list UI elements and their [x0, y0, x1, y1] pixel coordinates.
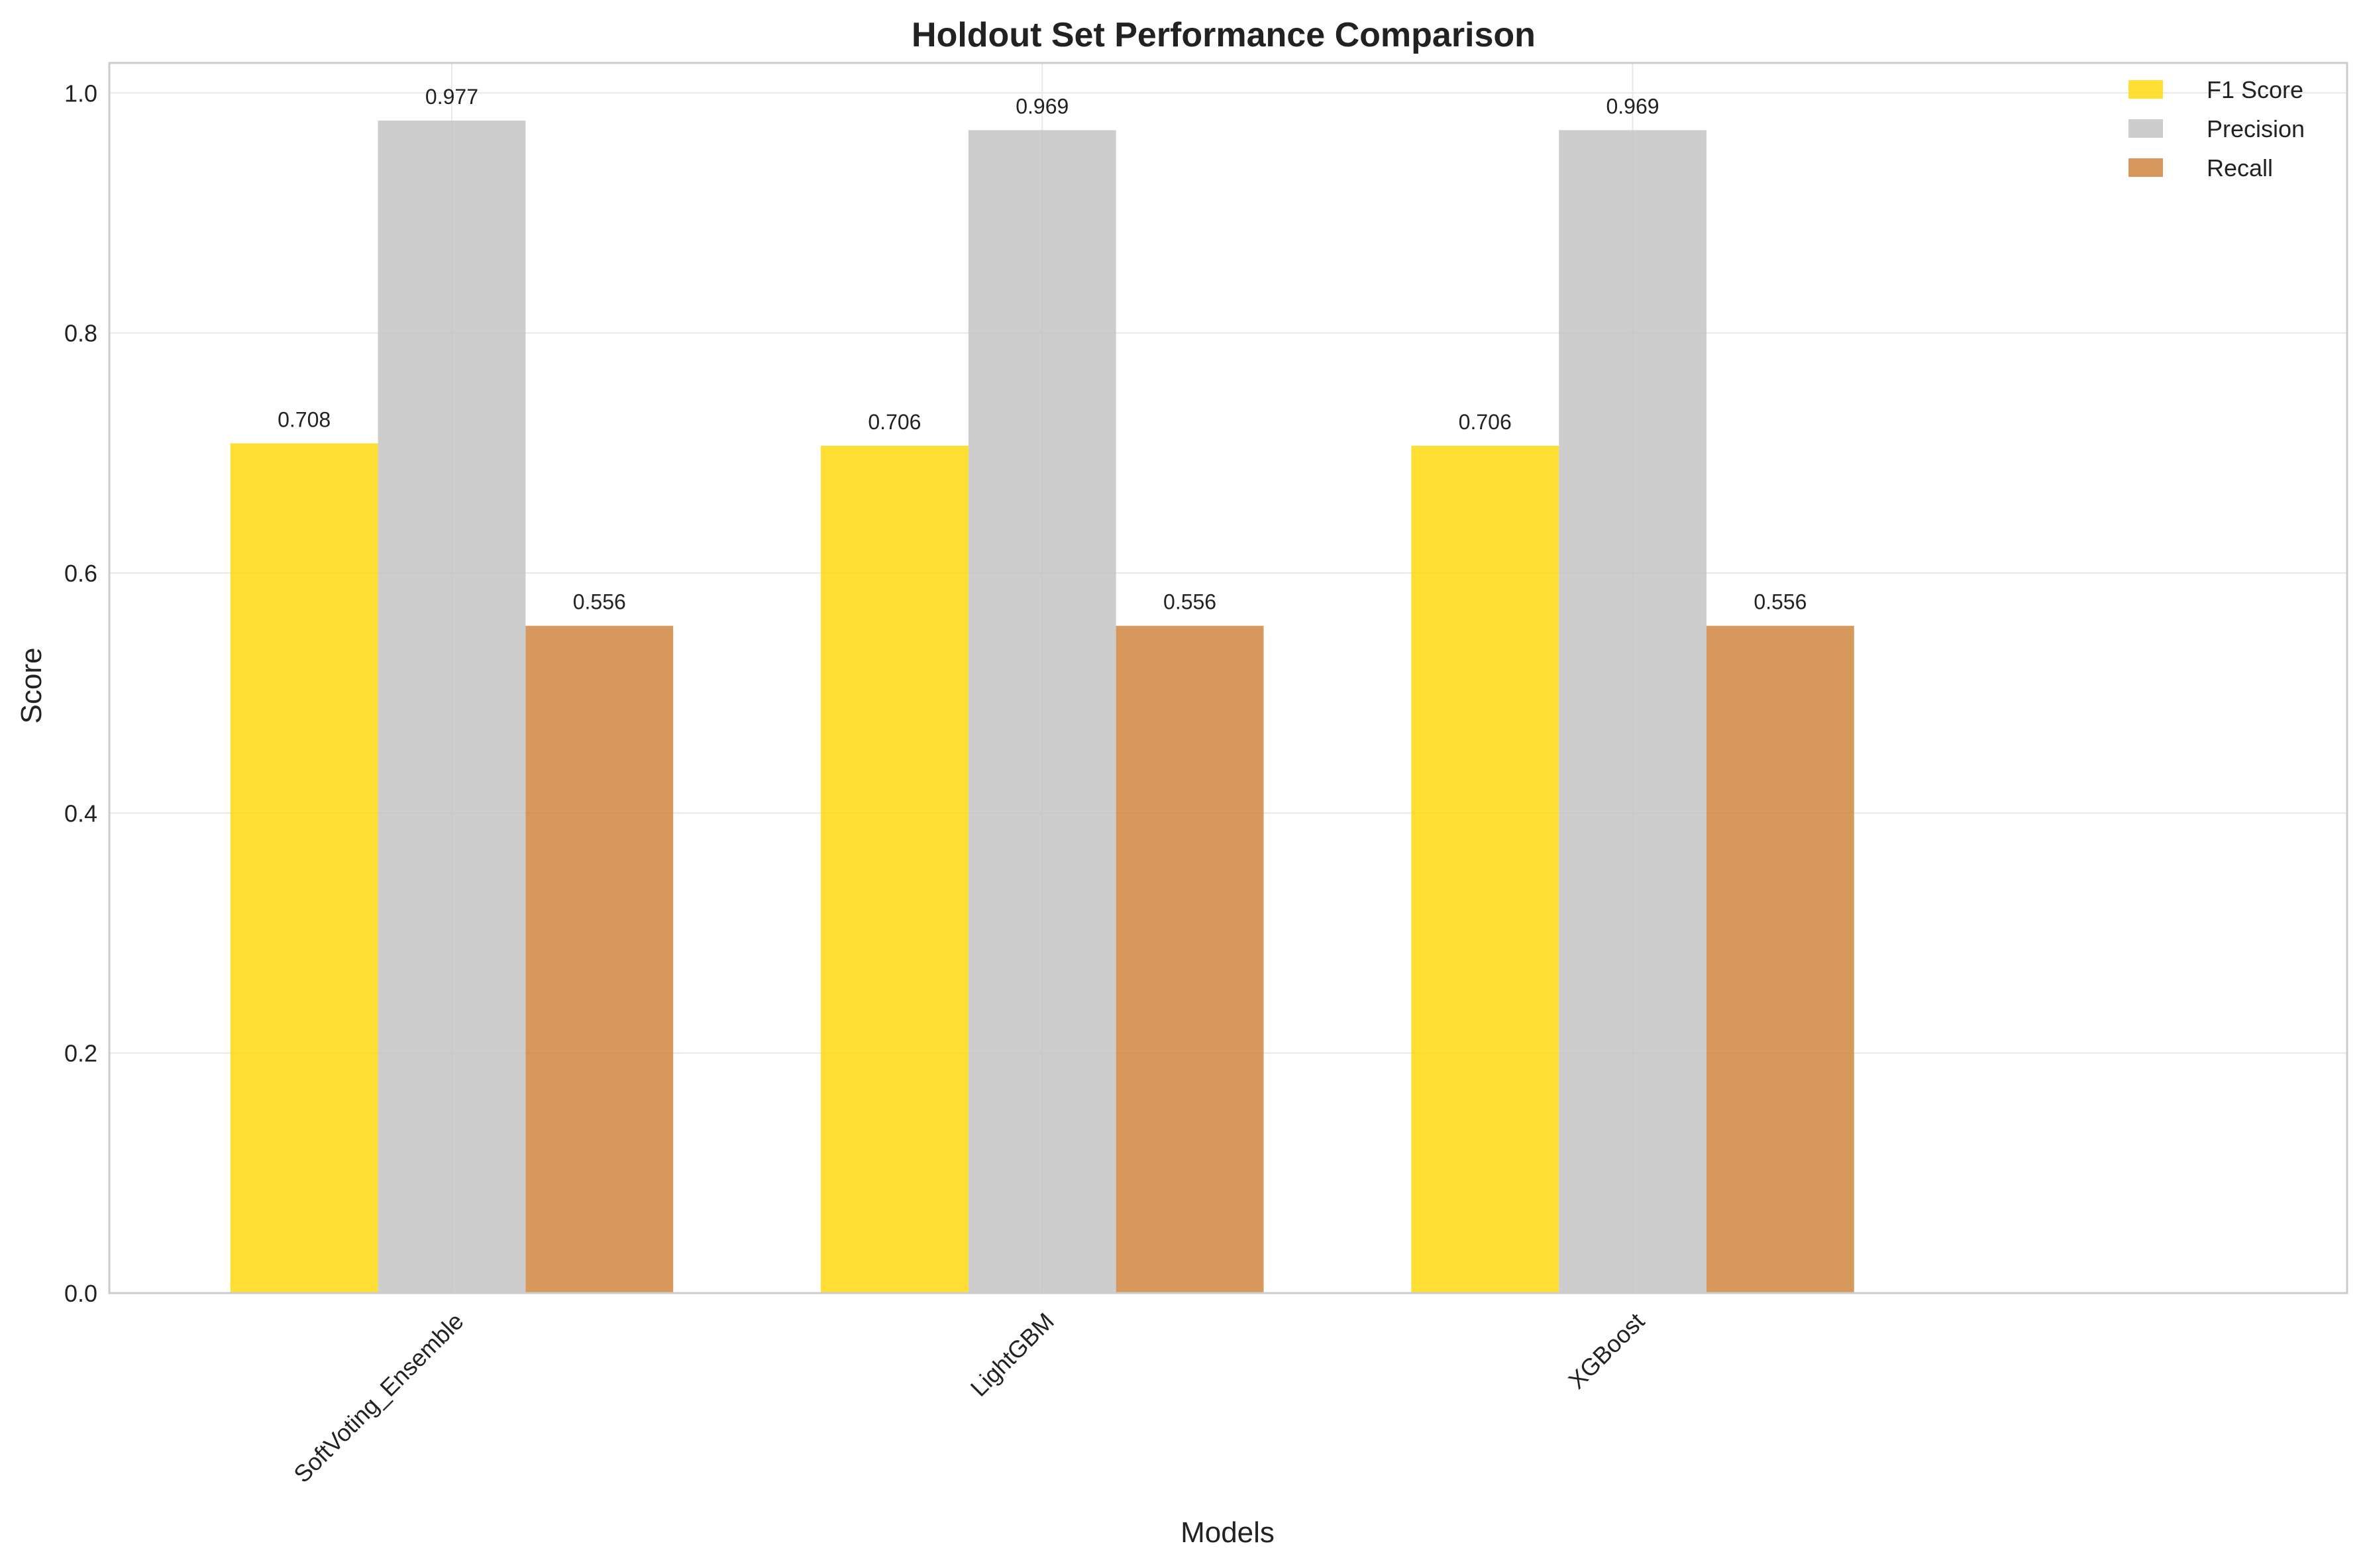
bar-value-label: 0.969	[1606, 94, 1659, 118]
legend-item[interactable]: Precision	[2128, 115, 2305, 142]
y-axis-label: Score	[15, 648, 48, 724]
chart-title: Holdout Set Performance Comparison	[912, 16, 1536, 54]
bar-f1-score-lightgbm	[821, 445, 969, 1294]
bar-recall-lightgbm	[1116, 625, 1264, 1293]
y-tick-label: 0.4	[64, 800, 97, 827]
legend-label: Precision	[2207, 115, 2305, 142]
y-axis-ticks: 0.0 0.2 0.4 0.6 0.8 1.0	[64, 79, 97, 1307]
y-tick-label: 0.8	[64, 320, 97, 347]
bar-value-label: 0.977	[425, 85, 478, 109]
legend-item[interactable]: F1 Score	[2128, 76, 2303, 103]
bar-value-label: 0.708	[278, 407, 331, 431]
bar-value-label: 0.556	[1754, 590, 1807, 614]
y-tick-label: 0.6	[64, 560, 97, 587]
legend-item[interactable]: Recall	[2128, 154, 2273, 182]
bar-precision-xgboost	[1559, 130, 1707, 1294]
bar-value-label: 0.556	[1163, 590, 1216, 614]
y-tick-label: 0.0	[64, 1280, 97, 1307]
bar-value-label: 0.969	[1016, 94, 1069, 118]
y-tick-label: 0.2	[64, 1040, 97, 1067]
bars	[230, 120, 1854, 1294]
legend-swatch	[2128, 80, 2163, 99]
legend[interactable]: F1 Score Precision Recall	[2128, 76, 2305, 182]
x-axis-label: Models	[1181, 1516, 1275, 1549]
bar-value-label: 0.556	[573, 590, 626, 614]
legend-swatch	[2128, 158, 2163, 177]
bar-recall-softvoting_ensemble	[525, 625, 674, 1293]
legend-label: F1 Score	[2207, 76, 2303, 103]
bar-value-labels: 0.708 0.706 0.706 0.977 0.969 0.969 0.556 0.556…	[278, 85, 1807, 614]
legend-label: Recall	[2207, 154, 2273, 182]
bar-f1-score-softvoting_ensemble	[230, 443, 378, 1293]
bar-precision-softvoting_ensemble	[378, 120, 526, 1294]
bar-recall-xgboost	[1706, 625, 1854, 1293]
legend-swatch	[2128, 119, 2163, 138]
bar-precision-lightgbm	[968, 130, 1116, 1294]
y-tick-label: 1.0	[64, 79, 97, 107]
plot-frame	[108, 62, 2348, 1294]
bar-value-label: 0.706	[868, 410, 921, 434]
bar-value-label: 0.706	[1459, 410, 1512, 434]
bar-f1-score-xgboost	[1411, 445, 1559, 1294]
